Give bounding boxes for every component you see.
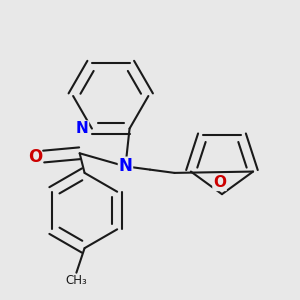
Text: N: N bbox=[76, 121, 88, 136]
Text: CH₃: CH₃ bbox=[65, 274, 87, 287]
Text: O: O bbox=[213, 176, 226, 190]
Text: O: O bbox=[28, 148, 43, 166]
Text: N: N bbox=[118, 158, 132, 175]
